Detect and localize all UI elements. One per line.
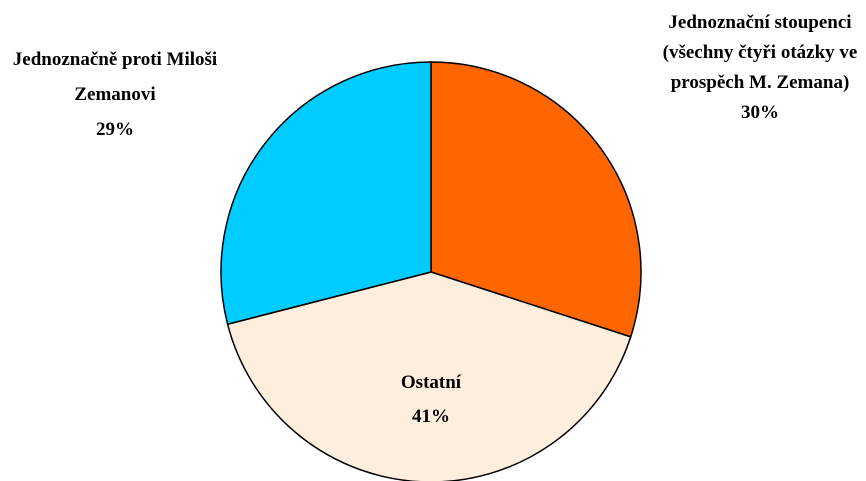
category-label: Jednoznační stoupenci (všechny čtyři otá… <box>662 12 858 93</box>
slice-label: Jednoznačně proti Miloši Zemanovi 29% <box>0 42 230 147</box>
category-label: Jednoznačně proti Miloši Zemanovi <box>12 49 218 105</box>
value-label: 29% <box>96 119 134 140</box>
value-label: 30% <box>741 102 779 123</box>
pie-slice <box>220 61 432 326</box>
pie-slice <box>226 271 632 481</box>
pie-slice <box>430 61 642 338</box>
slice-label: Jednoznační stoupenci (všechny čtyři otá… <box>654 8 866 128</box>
slice-label: Ostatní 41% <box>331 366 531 434</box>
value-label: 41% <box>412 406 450 427</box>
category-label: Ostatní <box>400 372 462 393</box>
